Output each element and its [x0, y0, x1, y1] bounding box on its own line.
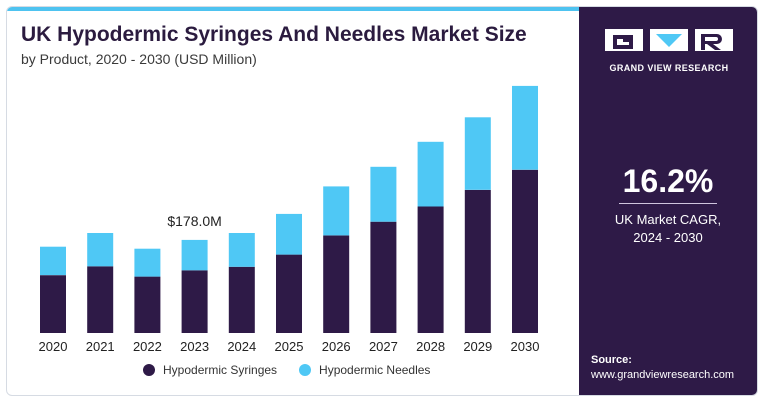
legend-swatch-syringes [143, 364, 155, 376]
x-tick-label-2020: 2020 [39, 339, 68, 354]
cagr-divider [619, 203, 717, 204]
bar-syringes-2030 [512, 169, 538, 333]
bar-syringes-2025 [276, 254, 302, 333]
bar-syringes-2026 [323, 235, 350, 333]
x-tick-label-2022: 2022 [133, 339, 162, 354]
bar-needles-2024 [228, 233, 255, 267]
bar-needles-2026 [323, 186, 350, 236]
x-tick-label-2030: 2030 [511, 339, 540, 354]
x-tick-label-2029: 2029 [463, 339, 492, 354]
bar-syringes-2028 [417, 206, 444, 333]
bar-syringes-2027 [370, 221, 397, 333]
bar-needles-2028 [417, 141, 444, 207]
bar-needles-2021 [87, 233, 114, 267]
x-tick-label-2021: 2021 [86, 339, 115, 354]
legend-item-needles: Hypodermic Needles [299, 363, 430, 377]
cagr-value: 16.2% [622, 163, 714, 199]
x-tick-label-2028: 2028 [416, 339, 445, 354]
x-tick-label-2025: 2025 [275, 339, 304, 354]
source-label: Source: [591, 354, 632, 366]
logo-icon [605, 29, 733, 51]
legend-item-syringes: Hypodermic Syringes [143, 363, 277, 377]
side-panel: GRAND VIEW RESEARCH 16.2% UK Market CAGR… [579, 7, 757, 395]
chart-legend: Hypodermic Syringes Hypodermic Needles [143, 363, 430, 377]
bar-syringes-2029 [464, 189, 491, 333]
bar-needles-2025 [276, 213, 302, 255]
cagr-label-line1: UK Market CAGR, [614, 212, 722, 227]
source-url: www.grandviewresearch.com [591, 369, 735, 381]
source-note: Source: www.grandviewresearch.com [591, 353, 734, 383]
legend-label-needles: Hypodermic Needles [319, 363, 431, 377]
bar-syringes-2023 [181, 270, 208, 333]
accent-line [7, 7, 579, 11]
x-tick-label-2023: 2023 [180, 339, 209, 354]
bar-needles-2029 [464, 117, 491, 190]
bar-needles-2027 [370, 166, 397, 222]
cagr-label: UK Market CAGR, 2024 - 2030 [579, 211, 757, 247]
chart-subtitle: by Product, 2020 - 2030 (USD Million) [21, 51, 257, 67]
x-tick-label-2024: 2024 [227, 339, 256, 354]
bar-syringes-2024 [228, 266, 255, 333]
bar-syringes-2022 [134, 276, 161, 333]
legend-label-syringes: Hypodermic Syringes [163, 363, 278, 377]
bar-chart: 2020 2021 2022 2023 $178.0M 2024 2025 2026 2027 2… [39, 85, 540, 354]
x-tick-label-2026: 2026 [322, 339, 351, 354]
brand-name: GRAND VIEW RESEARCH [609, 63, 729, 73]
value-annotation: $178.0M [167, 213, 221, 229]
bar-needles-2020 [40, 246, 66, 276]
infographic-frame: UK Hypodermic Syringes And Needles Marke… [6, 6, 758, 396]
cagr-label-line2: 2024 - 2030 [633, 230, 703, 245]
legend-swatch-needles [299, 364, 312, 376]
bar-needles-2022 [134, 248, 161, 277]
bar-syringes-2020 [40, 275, 66, 333]
chart-title: UK Hypodermic Syringes And Needles Marke… [21, 23, 527, 46]
x-tick-label-2027: 2027 [369, 339, 398, 354]
brand-logo: GRAND VIEW RESEARCH [599, 25, 739, 81]
bar-syringes-2021 [87, 266, 114, 333]
bar-needles-2030 [512, 85, 538, 170]
bar-needles-2023 [181, 239, 208, 271]
